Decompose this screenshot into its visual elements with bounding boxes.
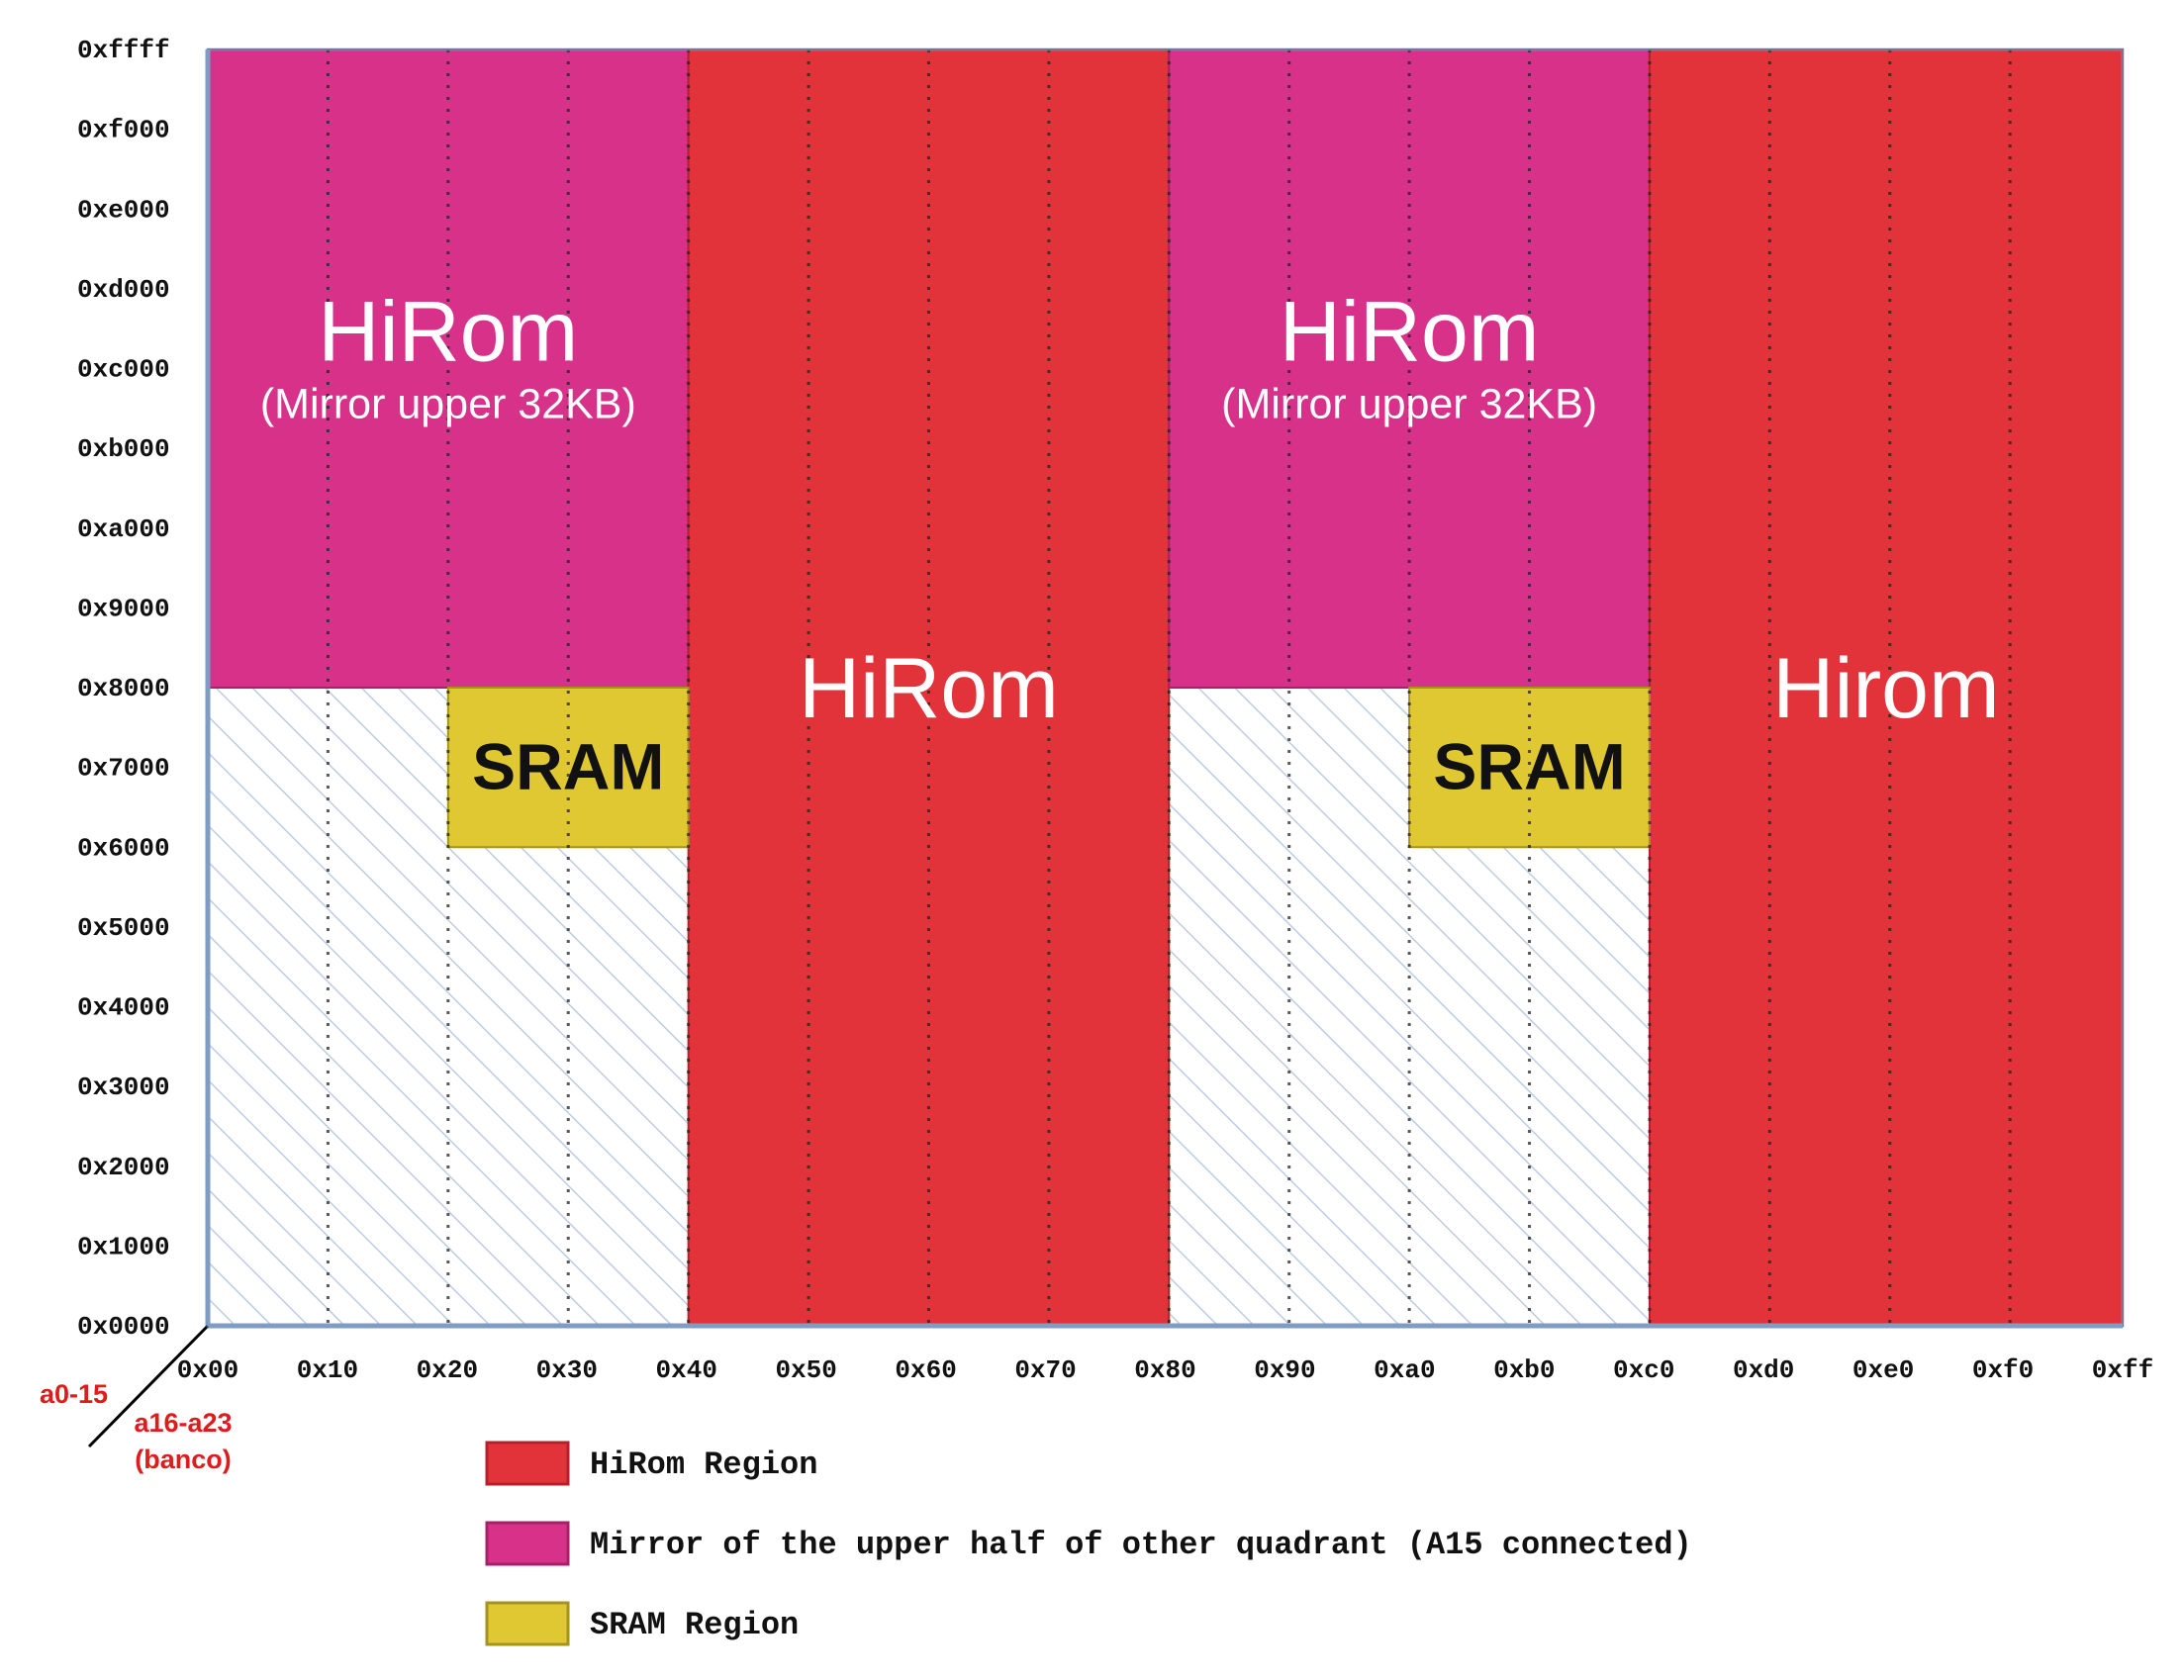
region-sram-2 — [446, 686, 690, 849]
x-tick-label: 0x30 — [536, 1355, 598, 1385]
x-tick-label: 0x00 — [177, 1355, 238, 1385]
y-tick-label: 0x0000 — [77, 1312, 170, 1342]
y-tick-label: 0xa000 — [77, 514, 170, 544]
y-axis-tick-labels: 0xffff 0xf000 0xe000 0xd000 0xc000 0xb000 0xa0… — [77, 36, 170, 1342]
y-tick-label: 0xb000 — [77, 434, 170, 464]
x-tick-label: 0xff — [2092, 1355, 2153, 1385]
x-tick-label: 0xb0 — [1493, 1355, 1555, 1385]
x-tick-label: 0xf0 — [1972, 1355, 2034, 1385]
y-tick-label: 0xffff — [77, 36, 170, 65]
y-tick-label: 0x3000 — [77, 1073, 170, 1102]
x-axis-label: a16-a23 — [134, 1408, 232, 1438]
y-tick-label: 0x9000 — [77, 594, 170, 623]
x-tick-label: 0x20 — [417, 1355, 478, 1385]
region-label-sram: SRAM — [1433, 730, 1625, 803]
region-mirror-3 — [1168, 48, 1651, 689]
y-tick-label: 0x1000 — [77, 1232, 170, 1261]
legend-label-sram: SRAM Region — [590, 1607, 799, 1643]
region-label-hirom: HiRom — [799, 641, 1059, 736]
x-tick-label: 0xe0 — [1852, 1355, 1914, 1385]
x-tick-label: 0x10 — [297, 1355, 358, 1385]
region-mirror-0 — [207, 48, 690, 689]
legend-swatch-hirom — [485, 1441, 570, 1486]
y-tick-label: 0x2000 — [77, 1153, 170, 1182]
y-tick-label: 0x5000 — [77, 913, 170, 943]
y-tick-label: 0xc000 — [77, 355, 170, 385]
x-tick-label: 0x50 — [775, 1355, 836, 1385]
x-tick-label: 0x80 — [1134, 1355, 1195, 1385]
region-label-sram: SRAM — [472, 730, 664, 803]
legend-swatch-sram — [485, 1601, 570, 1646]
axes — [87, 47, 2125, 1448]
x-axis-label-sub: (banco) — [135, 1445, 232, 1474]
legend: HiRom Region Mirror of the upper half of … — [485, 1441, 1692, 1646]
y-tick-label: 0xf000 — [77, 116, 170, 145]
x-tick-label: 0x40 — [656, 1355, 717, 1385]
x-tick-label: 0x90 — [1254, 1355, 1315, 1385]
region-label-mirror: HiRom — [318, 284, 578, 379]
region-sublabel-mirror: (Mirror upper 32KB) — [1221, 380, 1597, 427]
x-tick-label: 0xc0 — [1613, 1355, 1674, 1385]
x-tick-label: 0x70 — [1014, 1355, 1076, 1385]
axis-corner-diagonal — [87, 1324, 210, 1448]
y-tick-label: 0x8000 — [77, 674, 170, 703]
region-labels: HiRom(Mirror upper 32KB)HiRomSRAMHiRom(M… — [260, 284, 2000, 802]
region-label-hirom: Hirom — [1772, 641, 1999, 736]
x-tick-label: 0xa0 — [1374, 1355, 1435, 1385]
memory-regions — [207, 48, 2124, 1327]
plot-frame — [206, 47, 2125, 1328]
y-tick-label: 0x4000 — [77, 993, 170, 1023]
x-tick-label: 0x60 — [895, 1355, 956, 1385]
legend-swatch-mirror — [485, 1521, 570, 1566]
y-axis-label: a0-15 — [40, 1379, 108, 1409]
x-tick-label: 0xd0 — [1733, 1355, 1794, 1385]
y-tick-label: 0xd000 — [77, 275, 170, 305]
region-sublabel-mirror: (Mirror upper 32KB) — [260, 380, 636, 427]
y-tick-label: 0xe000 — [77, 195, 170, 225]
legend-label-mirror: Mirror of the upper half of other quadra… — [590, 1527, 1692, 1563]
y-tick-label: 0x6000 — [77, 833, 170, 863]
x-axis-tick-labels: 0x00 0x10 0x20 0x30 0x40 0x50 0x60 0x70 0x80 0x90… — [177, 1355, 2153, 1385]
legend-label-hirom: HiRom Region — [590, 1447, 817, 1483]
region-label-mirror: HiRom — [1280, 284, 1540, 379]
y-tick-label: 0x7000 — [77, 754, 170, 784]
